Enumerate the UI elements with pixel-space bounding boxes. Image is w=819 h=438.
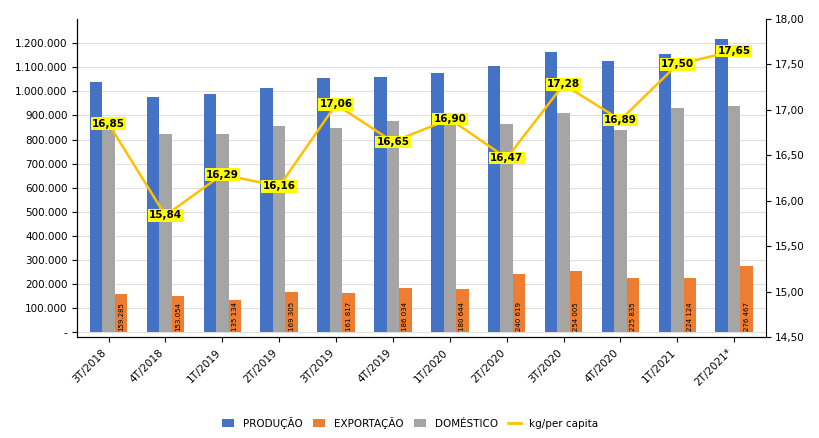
Text: 159.285: 159.285 <box>118 302 124 331</box>
Text: 15,84: 15,84 <box>149 210 182 220</box>
Text: 135 134: 135 134 <box>232 302 238 331</box>
Text: 254 005: 254 005 <box>572 303 578 331</box>
Legend: PRODUÇÃO, EXPORTAÇÃO, DOMÉSTICO, kg/per capita: PRODUÇÃO, EXPORTAÇÃO, DOMÉSTICO, kg/per … <box>218 413 601 433</box>
Bar <box>342 293 355 332</box>
Bar <box>260 88 273 332</box>
Bar <box>159 134 171 332</box>
Bar <box>455 289 468 332</box>
Text: 17,65: 17,65 <box>717 46 750 56</box>
Bar <box>613 130 626 332</box>
Text: 16,16: 16,16 <box>262 181 296 191</box>
Text: 180 644: 180 644 <box>459 302 464 331</box>
Bar <box>431 73 443 332</box>
Bar <box>387 121 399 332</box>
Text: 17,06: 17,06 <box>319 99 352 110</box>
Bar <box>115 294 127 332</box>
Bar <box>487 66 500 332</box>
Bar <box>670 108 683 332</box>
Text: 276 467: 276 467 <box>743 302 749 331</box>
Text: 161 817: 161 817 <box>345 302 351 331</box>
Text: 16,29: 16,29 <box>206 170 238 180</box>
Text: 169 305: 169 305 <box>288 302 294 331</box>
Bar <box>285 292 297 332</box>
Text: 16,47: 16,47 <box>490 153 523 163</box>
Text: 17,28: 17,28 <box>546 79 579 89</box>
Bar <box>102 130 115 332</box>
Bar <box>203 94 215 332</box>
Bar <box>727 106 740 332</box>
Bar <box>373 77 387 332</box>
Bar <box>329 127 342 332</box>
Bar <box>557 113 569 332</box>
Text: 16,85: 16,85 <box>92 119 124 129</box>
Bar <box>740 266 752 332</box>
Text: 17,50: 17,50 <box>660 60 693 70</box>
Text: 186 034: 186 034 <box>402 302 408 331</box>
Bar <box>147 97 159 332</box>
Bar <box>715 39 727 332</box>
Text: 240 619: 240 619 <box>516 302 522 331</box>
Bar <box>658 54 670 332</box>
Bar <box>601 61 613 332</box>
Bar <box>229 300 241 332</box>
Bar <box>683 279 695 332</box>
Bar <box>317 78 329 332</box>
Bar <box>569 271 581 332</box>
Bar <box>544 52 557 332</box>
Text: 16,89: 16,89 <box>604 115 636 125</box>
Text: 153.054: 153.054 <box>174 302 181 331</box>
Text: 16,90: 16,90 <box>433 114 466 124</box>
Bar <box>273 126 285 332</box>
Bar <box>171 296 184 332</box>
Bar <box>443 124 455 332</box>
Text: 224 124: 224 124 <box>686 303 692 331</box>
Bar <box>89 82 102 332</box>
Bar <box>215 134 229 332</box>
Bar <box>500 124 513 332</box>
Bar <box>626 278 639 332</box>
Text: 16,65: 16,65 <box>376 137 409 147</box>
Text: 225 835: 225 835 <box>629 303 636 331</box>
Bar <box>399 288 411 332</box>
Bar <box>513 275 525 332</box>
